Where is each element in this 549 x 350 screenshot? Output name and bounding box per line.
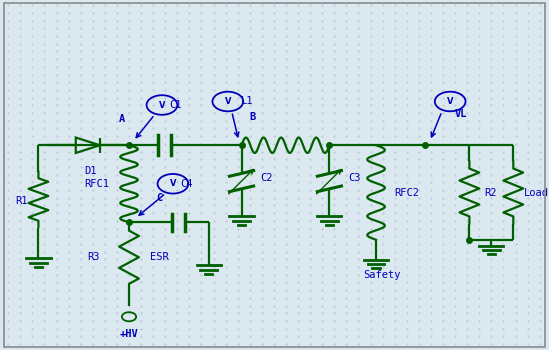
Text: C1: C1	[170, 100, 182, 110]
Text: +HV: +HV	[120, 329, 138, 339]
Text: R1: R1	[16, 196, 28, 206]
Text: RFC1: RFC1	[85, 179, 110, 189]
Text: C3: C3	[348, 173, 360, 183]
Text: ESR: ESR	[150, 252, 169, 262]
Text: L1: L1	[241, 97, 253, 106]
Text: V: V	[447, 97, 453, 106]
Text: A: A	[119, 114, 126, 124]
Text: B: B	[249, 112, 256, 122]
Text: C: C	[156, 193, 163, 203]
Text: RFC2: RFC2	[394, 188, 419, 197]
Text: R3: R3	[87, 252, 99, 262]
Text: V: V	[225, 97, 231, 106]
Text: V: V	[170, 179, 176, 188]
Text: Safety: Safety	[363, 270, 400, 280]
Text: VL: VL	[455, 109, 467, 119]
Text: D1: D1	[85, 167, 97, 176]
Text: C2: C2	[260, 173, 272, 183]
Text: R2: R2	[484, 188, 496, 197]
Text: V: V	[159, 100, 165, 110]
Text: Load: Load	[524, 188, 549, 197]
Text: C4: C4	[181, 179, 193, 189]
